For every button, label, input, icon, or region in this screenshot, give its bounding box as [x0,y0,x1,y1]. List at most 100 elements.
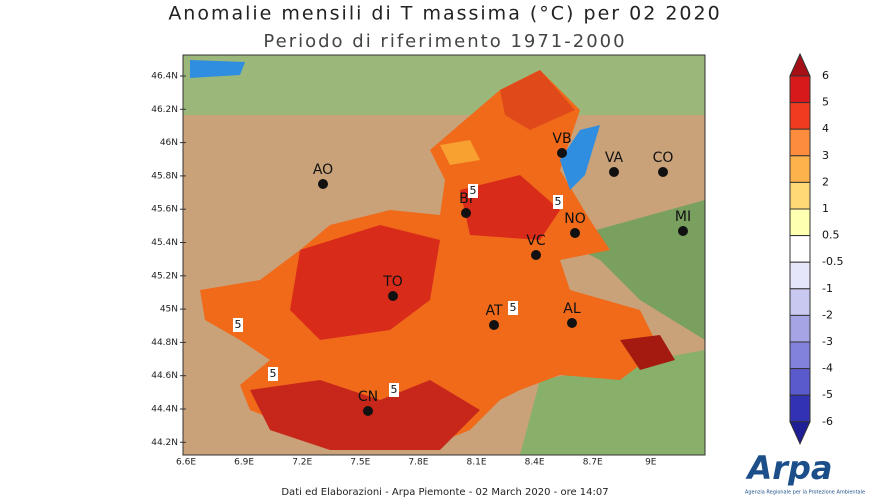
colorbar-band [789,128,811,157]
colorbar-label: 0.5 [822,229,840,242]
logo-tagline: Agenzia Regionale per la Protezione Ambi… [745,490,865,496]
lat-label: 44.2N [151,438,178,448]
city-label: AT [485,303,502,319]
colorbar-band [789,155,811,183]
title: Anomalie mensili di T massima (°C) per 0… [168,3,721,25]
city-label: VA [605,150,624,166]
city-dot [678,226,688,236]
lat-label: 46.2N [151,105,178,115]
footer: Dati ed Elaborazioni - Arpa Piemonte - 0… [281,487,608,498]
contour-label: 5 [470,184,477,197]
colorbar-band [789,102,811,130]
lon-label: 8.7E [583,458,603,468]
city-dot [557,148,567,158]
city-label: MI [675,209,691,225]
liguria [520,350,705,455]
contour-label: 5 [391,383,398,396]
lat-label: 44.8N [151,338,178,348]
contour-label: 5 [270,367,277,380]
colorbar-band [789,75,811,104]
city-label: AL [563,301,581,317]
colorbar-band [789,261,811,290]
city-label: VC [526,233,546,249]
map-frame [182,54,706,456]
colorbar-label: 2 [822,175,829,188]
colorbar-label: 6 [822,69,829,82]
colorbar-label: -3 [822,335,833,348]
city-dot [388,291,398,301]
contour-label: 5 [555,195,562,208]
city-label: VB [552,131,571,147]
anomaly-low [440,140,480,165]
lat-label: 44.6N [151,371,178,381]
colorbar-label: -2 [822,308,833,321]
contour-label-box [468,184,478,198]
colorbar-label: 1 [822,202,829,215]
city-dot [363,406,373,416]
city-label: CN [358,389,378,405]
anomaly-high [500,70,575,130]
lake [190,60,245,78]
colorbar-band [789,368,811,396]
lon-label: 6.9E [234,458,254,468]
map [182,54,706,456]
logo-name: Arpa [744,449,832,487]
colorbar-end [789,421,811,446]
lat-label: 46N [160,138,178,148]
city-label: TO [382,274,403,290]
colorbar-label: -6 [822,415,833,428]
city-dot [609,167,619,177]
colorbar-end [789,52,811,77]
lon-label: 7.2E [292,458,312,468]
subtitle: Periodo di riferimento 1971-2000 [263,31,626,52]
colorbar-label: -0.5 [822,255,843,268]
anomaly-high [290,225,440,340]
city-dot [461,208,471,218]
contour-label: 5 [510,301,517,314]
city-dot [658,167,668,177]
colorbar-band [789,288,811,316]
colorbar-band [789,394,811,423]
colorbar-band [789,314,811,343]
lat-label: 44.4N [151,405,178,415]
lake [560,125,600,190]
lon-label: 7.5E [350,458,370,468]
lon-label: 6.6E [176,458,196,468]
colorbar-label: 4 [822,122,829,135]
lat-label: 45N [160,305,178,315]
contour-label-box [268,367,278,381]
lon-label: 7.8E [408,458,428,468]
colorbar-label: -5 [822,388,833,401]
colorbar-label: -4 [822,362,833,375]
lon-label: 8.1E [467,458,487,468]
lon-label: 9E [645,458,657,468]
anomaly-high [460,175,560,240]
contour-label-box [508,301,518,315]
city-dot [570,228,580,238]
lon-label: 8.4E [525,458,545,468]
colorbar-band [789,208,811,237]
city-dot [489,320,499,330]
colorbar-label: -1 [822,282,833,295]
terrain-north [183,55,705,115]
lat-label: 45.6N [151,205,178,215]
city-dot [318,179,328,189]
city-label: NO [564,211,586,227]
colorbar-band [789,341,811,370]
city-dot [567,318,577,328]
colorbar-band [789,235,811,263]
colorbar-band [789,181,811,210]
contour-label-box [233,318,243,332]
anomaly-peak [620,335,675,370]
lat-label: 46.4N [151,72,178,82]
city-dot [531,250,541,260]
contour-label-box [553,195,563,209]
city-label: CO [653,150,674,166]
contour-label-box [389,383,399,397]
lat-label: 45.4N [151,238,178,248]
colorbar-label: 3 [822,149,829,162]
lat-label: 45.8N [151,171,178,181]
city-label: AO [313,162,333,178]
colorbar-label: 5 [822,96,829,109]
